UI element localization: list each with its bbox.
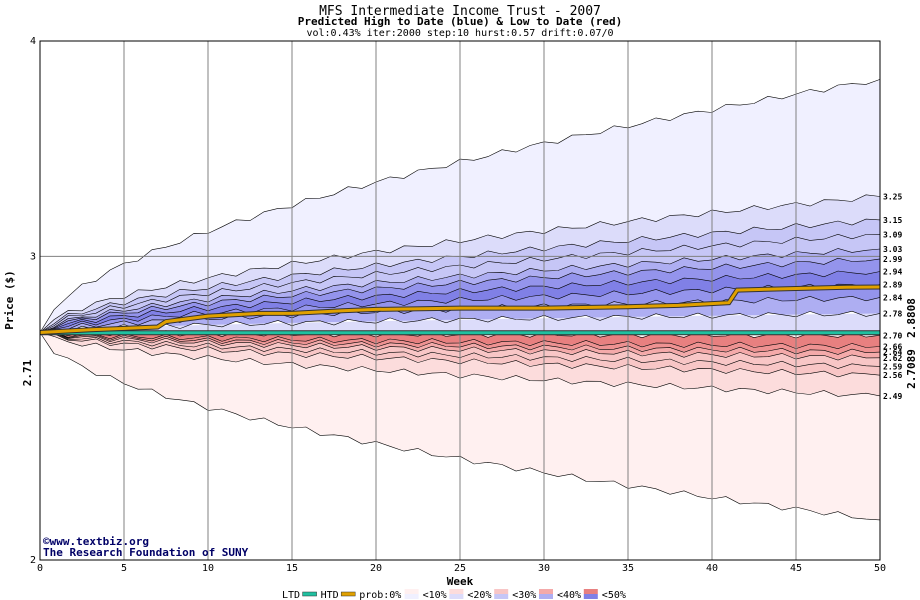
blue-band-4	[40, 248, 880, 333]
legend-label: prob:0%	[359, 590, 401, 600]
x-tick-label: 0	[37, 563, 43, 574]
legend-blue-swatch	[494, 594, 509, 599]
blue-band-5	[40, 258, 880, 333]
x-tick-label: 5	[121, 563, 127, 574]
y-tick-label: 3	[30, 251, 36, 262]
legend-label: LTD	[282, 590, 300, 600]
legend-label: <30%	[512, 590, 536, 600]
low-band-end-label: 2.70	[883, 331, 902, 340]
x-tick-label: 10	[202, 563, 214, 574]
legend-label: <20%	[467, 590, 491, 600]
chart-parameters: vol:0.43% iter:2000 step:10 hurst:0.57 d…	[306, 28, 613, 39]
low-band-end-label: 2.56	[883, 371, 902, 380]
low-band-end-label: 2.49	[883, 392, 902, 401]
high-band-end-label: 2.99	[883, 255, 902, 264]
low-band-end-label: 2.62	[883, 354, 902, 363]
blue-band-6	[40, 271, 880, 333]
legend-line-swatch	[302, 591, 317, 597]
plot-frame	[39, 40, 881, 561]
blue-band-3	[40, 234, 880, 333]
x-tick-label: 30	[538, 563, 550, 574]
low-band-end-label: 2.59	[883, 362, 902, 371]
legend-blue-swatch	[583, 594, 598, 599]
legend-red-swatch	[404, 589, 419, 594]
high-band-end-label: 2.89	[883, 280, 902, 289]
x-tick-label: 20	[370, 563, 382, 574]
blue-band-1	[40, 194, 880, 333]
x-tick-label: 35	[622, 563, 634, 574]
legend-label: <40%	[557, 590, 581, 600]
x-tick-label: 50	[874, 563, 886, 574]
low-band-end-label: 2.66	[883, 342, 902, 351]
red-band-2	[40, 332, 880, 360]
legend-label: HTD	[321, 590, 339, 600]
x-tick-label: 45	[790, 563, 802, 574]
legend: LTD HTD prob:0% <10% <20% <30% <40% <50%	[282, 589, 626, 600]
x-axis-ticks: 0 5 10 15 20 25 30 35 40 45 50	[37, 563, 886, 574]
legend-label: <50%	[602, 590, 626, 600]
htd-value-label: 2.8808	[905, 298, 918, 338]
red-band-4	[40, 332, 880, 377]
high-band-end-label: 3.09	[883, 230, 902, 239]
high-band-end-label: 3.03	[883, 245, 902, 254]
x-tick-label: 25	[454, 563, 466, 574]
y-tick-label: 4	[30, 36, 36, 47]
series-lines	[39, 284, 881, 336]
x-tick-label: 40	[706, 563, 718, 574]
blue-band-7	[40, 284, 880, 333]
credit-organization: The Research Foundation of SUNY	[43, 546, 249, 559]
blue-band-2	[40, 219, 880, 333]
high-band-end-label: 2.94	[883, 268, 902, 277]
chart-subtitle: Predicted High to Date (blue) & Low to D…	[298, 15, 623, 28]
y-tick-label: 2	[30, 555, 36, 566]
high-band-end-label: 3.15	[883, 216, 902, 225]
legend-red-swatch	[449, 589, 464, 594]
htd-line	[39, 285, 881, 334]
legend-blue-swatch	[449, 594, 464, 599]
legend-blue-swatch	[404, 594, 419, 599]
right-band-labels: 3.25 3.15 3.09 3.032.99 2.94 2.89 2.84 2.78 2.70…	[883, 192, 902, 400]
legend-line-swatch	[340, 591, 356, 597]
y-axis-label: Price ($)	[3, 270, 16, 330]
start-price-label: 2.71	[21, 359, 34, 386]
credit-url: ©www.textbiz.org	[43, 535, 149, 548]
y-axis-ticks: 2 3 4	[30, 36, 36, 566]
low-band-end-label: 2.64	[883, 348, 902, 357]
legend-red-swatch	[494, 589, 509, 594]
ltd-value-label: 2.7089	[905, 349, 918, 389]
legend-red-swatch	[583, 589, 598, 594]
legend-red-swatch	[539, 589, 553, 594]
x-axis-label: Week	[447, 575, 474, 588]
x-tick-label: 15	[286, 563, 298, 574]
legend-blue-swatch	[539, 594, 553, 599]
legend-label: <10%	[423, 590, 447, 600]
high-band-end-label: 2.84	[883, 293, 902, 302]
high-band-end-label: 2.78	[883, 309, 902, 318]
high-band-end-label: 3.25	[883, 192, 902, 201]
chart-title: MFS Intermediate Income Trust - 2007	[319, 4, 601, 19]
